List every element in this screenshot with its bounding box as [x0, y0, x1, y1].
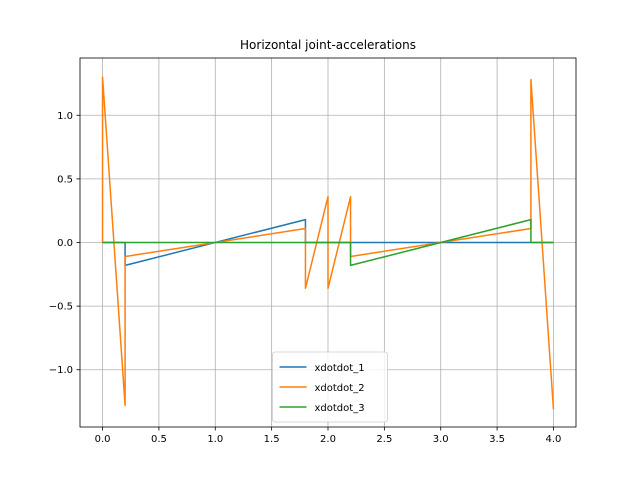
- y-tick-label: −0.5: [49, 302, 73, 313]
- series-line-xdotdot_3: [102, 218, 554, 267]
- x-tick-label: 2.0: [320, 434, 336, 445]
- x-tick-label: 3.0: [433, 434, 449, 445]
- y-tick-label: 0.5: [57, 174, 73, 185]
- x-tick-label: 2.5: [376, 434, 392, 445]
- x-axis: 0.0 0.5 1.0 1.5 2.0 2.5 3.0 3.5 4.0: [95, 427, 562, 445]
- legend-box: [272, 351, 388, 423]
- y-tick-label: 1.0: [57, 111, 73, 122]
- legend-label-xdotdot_2: xdotdot_2: [315, 383, 365, 394]
- legend: xdotdot_1 xdotdot_2 xdotdot_3: [272, 351, 388, 423]
- x-tick-label: 1.5: [264, 434, 280, 445]
- y-tick-label: 0.0: [57, 238, 73, 249]
- x-tick-label: 0.0: [95, 434, 111, 445]
- x-tick-label: 3.5: [489, 434, 505, 445]
- x-tick-label: 4.0: [546, 434, 562, 445]
- x-tick-label: 1.0: [207, 434, 223, 445]
- y-axis: −1.0 −0.5 0.0 0.5 1.0: [49, 111, 80, 376]
- series-layer: [101, 76, 555, 410]
- legend-label-xdotdot_3: xdotdot_3: [315, 403, 365, 414]
- x-tick-label: 0.5: [151, 434, 167, 445]
- chart-title: Horizontal joint-accelerations: [240, 38, 416, 52]
- y-tick-label: −1.0: [49, 365, 73, 376]
- legend-label-xdotdot_1: xdotdot_1: [315, 363, 365, 374]
